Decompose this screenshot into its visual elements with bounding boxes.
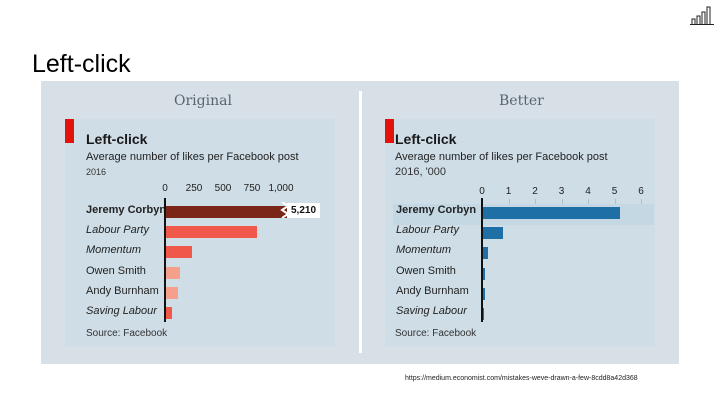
original-source: Source: Facebook — [86, 328, 168, 339]
original-bar-andy-burnham — [165, 286, 178, 299]
better-gridline-5 — [614, 199, 616, 204]
original-tick-0: 0 — [162, 183, 168, 194]
original-category-labour-party: Labour Party — [86, 224, 149, 237]
better-bar-labour-party — [482, 227, 503, 240]
original-chart-subtitle: Average number of likes per Facebook pos… — [86, 151, 299, 163]
better-gridline-4 — [588, 199, 589, 204]
source-url: https://medium.economist.com/mistakes-we… — [405, 375, 638, 382]
original-bar-owen-smith — [165, 266, 181, 279]
original-tick-1000: 1,000 — [268, 183, 294, 194]
original-tick-250: 250 — [185, 183, 203, 194]
better-tick-4: 4 — [585, 186, 591, 197]
better-bar-owen-smith — [482, 267, 486, 280]
better-bar-jeremy-corbyn — [482, 207, 621, 219]
original-tick-750: 750 — [243, 183, 261, 194]
broken-axis-icon — [280, 202, 290, 218]
better-category-saving-labour: Saving Labour — [396, 305, 467, 317]
better-chart-year: 2016, '000 — [395, 166, 447, 178]
better-bar-andy-burnham — [482, 287, 485, 300]
better-chart-subtitle: Average number of likes per Facebook pos… — [395, 151, 608, 163]
original-category-jeremy-corbyn: Jeremy Corbyn — [86, 204, 167, 216]
original-bar-labour-party — [165, 226, 257, 239]
better-source: Source: Facebook — [395, 328, 477, 339]
bar-chart-logo-icon — [690, 6, 714, 25]
panel-divider — [359, 91, 362, 353]
panel-heading-original: Original — [174, 93, 232, 109]
slide-title: Left-click — [32, 50, 131, 78]
better-tick-0: 0 — [479, 186, 485, 197]
original-value-label: 5,210 — [287, 203, 321, 218]
better-tick-1: 1 — [505, 186, 512, 197]
better-gridline-6 — [641, 199, 642, 204]
better-category-momentum: Momentum — [396, 244, 452, 257]
original-category-owen-smith: Owen Smith — [86, 264, 146, 277]
original-zero-axis — [164, 198, 166, 322]
better-tick-5: 5 — [611, 186, 618, 197]
better-gridline-1 — [508, 199, 510, 204]
better-tick-2: 2 — [532, 186, 538, 197]
better-chart-card — [385, 119, 655, 347]
better-bar-saving-labour — [482, 308, 484, 320]
better-gridline-2 — [535, 199, 536, 204]
original-chart-title: Left-click — [86, 131, 148, 147]
original-category-saving-labour: Saving Labour — [86, 305, 157, 317]
original-category-momentum: Momentum — [86, 244, 142, 257]
better-category-owen-smith: Owen Smith — [396, 264, 456, 277]
original-chart-year: 2016 — [86, 167, 107, 177]
better-red-tab — [385, 119, 394, 143]
original-bar-jeremy-corbyn — [165, 206, 290, 218]
original-category-andy-burnham: Andy Burnham — [86, 284, 159, 297]
better-category-jeremy-corbyn: Jeremy Corbyn — [396, 204, 477, 216]
better-chart-title: Left-click — [395, 131, 457, 147]
better-tick-3: 3 — [558, 186, 565, 197]
better-category-labour-party: Labour Party — [396, 224, 459, 237]
better-tick-6: 6 — [638, 186, 644, 197]
better-category-andy-burnham: Andy Burnham — [396, 284, 469, 297]
better-bar-momentum — [482, 247, 489, 260]
original-tick-500: 500 — [214, 183, 232, 194]
original-bar-saving-labour — [165, 307, 172, 319]
original-bar-momentum — [165, 246, 192, 259]
better-zero-axis — [481, 198, 483, 322]
panel-heading-better: Better — [499, 93, 544, 109]
better-gridline-3 — [561, 199, 563, 204]
original-red-tab — [65, 119, 74, 143]
